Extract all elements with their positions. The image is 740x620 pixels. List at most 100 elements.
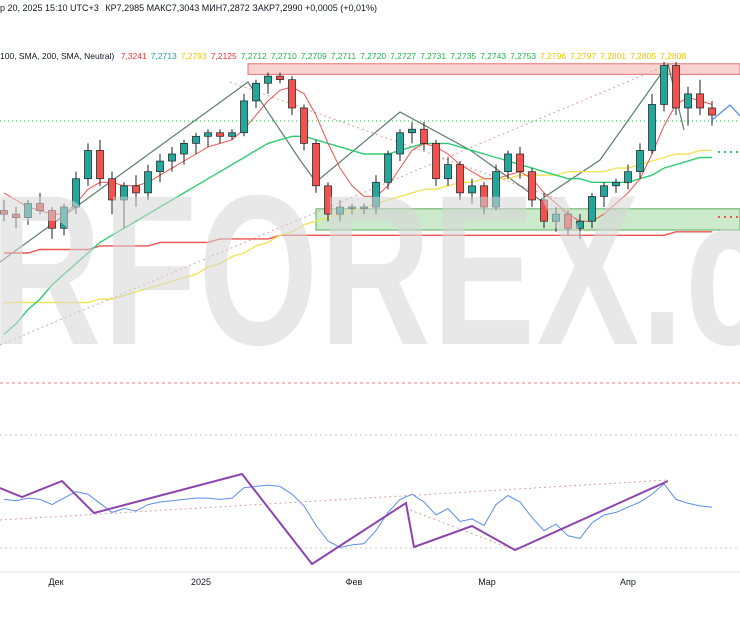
candle-body (324, 185, 332, 215)
time-axis-label: Мар (478, 577, 496, 587)
candle-body (504, 153, 512, 173)
candle (372, 175, 380, 215)
time-axis-label: Дек (48, 577, 63, 587)
candle (120, 182, 128, 229)
candle (132, 175, 140, 208)
candle-body (336, 206, 344, 215)
candle-body (36, 203, 44, 211)
ma-value: 7,2713 (150, 51, 177, 61)
ma-value: 7,2710 (270, 51, 297, 61)
candle (336, 199, 344, 222)
candle (696, 79, 704, 116)
ma-fast-line (3, 86, 713, 222)
indicator-dotted-trend (0, 479, 669, 521)
candle (420, 122, 428, 151)
candle (612, 178, 620, 193)
candle (456, 161, 464, 200)
dotted-trend-line (0, 63, 671, 346)
candle (72, 171, 80, 215)
ma-value: 7,2801 (600, 51, 627, 61)
indicator-line (3, 483, 713, 549)
candle-body (96, 150, 104, 180)
candle (24, 199, 32, 225)
candle-body (456, 164, 464, 194)
ma-value: 7,2808 (660, 51, 687, 61)
ma-value: 7,2793 (180, 51, 207, 61)
candle (0, 199, 8, 222)
candle-body (132, 185, 140, 194)
ohlc-values: КР7,2985 МАКС7,3043 МИН7,2872 ЗАКР7,2990… (105, 3, 378, 13)
candle-body (228, 132, 236, 137)
ohlc-header: р 20, 2025 15:10 UTC+3 КР7,2985 МАКС7,30… (0, 3, 377, 13)
candle-body (624, 171, 632, 183)
ma-value: 7,2796 (540, 51, 567, 61)
candle (216, 129, 224, 144)
ma-value: 7,2727 (390, 51, 417, 61)
ma-value: 7,2709 (300, 51, 327, 61)
candle (576, 214, 584, 239)
dotted-trend-line (229, 81, 561, 201)
candle-body (360, 206, 368, 209)
candle (360, 203, 368, 215)
candle (192, 132, 200, 154)
candle-body (588, 196, 596, 222)
ma-value: 7,2712 (240, 51, 267, 61)
candle (492, 164, 500, 211)
candle-body (60, 206, 68, 229)
candle-body (12, 213, 20, 219)
candle-body (396, 132, 404, 155)
candle-body (24, 203, 32, 218)
time-axis-label: 2025 (191, 577, 211, 587)
candle (600, 182, 608, 208)
candle (384, 150, 392, 190)
support-zone (315, 208, 740, 231)
candle (156, 153, 164, 183)
ma-value: 7,2797 (570, 51, 597, 61)
candle (60, 203, 68, 236)
candle-body (168, 153, 176, 162)
candle (708, 100, 716, 126)
candle (348, 203, 356, 215)
candle-body (156, 160, 164, 173)
candle (684, 86, 692, 126)
candle-body (432, 143, 440, 180)
candle-body (144, 171, 152, 194)
candle-body (120, 185, 128, 201)
ma-value: 7,2711 (330, 51, 357, 61)
candle (504, 150, 512, 179)
candle-body (564, 213, 572, 229)
candle (300, 104, 308, 151)
ma-value: 7,2720 (360, 51, 387, 61)
resistance-zone (247, 63, 740, 75)
ohlc-date: р 20, 2025 15:10 UTC+3 (0, 3, 99, 13)
candle (264, 72, 272, 94)
candle (444, 157, 452, 186)
candle-body (408, 128, 416, 134)
candle (48, 207, 56, 239)
candle-body (84, 150, 92, 180)
candle-body (552, 213, 560, 222)
candle (288, 76, 296, 116)
ma-legend: 100, SMA, 200, SMA, Neutral) 7,3241 7,271… (0, 51, 690, 61)
candle-body (192, 135, 200, 144)
candle-body (444, 164, 452, 180)
ma-value: 7,2731 (420, 51, 447, 61)
candle-body (276, 75, 284, 81)
candle-body (372, 181, 380, 208)
candle (180, 139, 188, 165)
candle (168, 146, 176, 172)
ma-value: 7,2735 (450, 51, 477, 61)
candle-body (252, 82, 260, 102)
candle (252, 79, 260, 108)
candle-body (708, 107, 716, 116)
ma-legend-label: 100, SMA, 200, SMA, Neutral) (0, 51, 115, 61)
candle-body (384, 153, 392, 183)
candle-body (636, 150, 644, 173)
candle-body (696, 93, 704, 109)
candle-body (480, 185, 488, 208)
candle-body (48, 210, 56, 229)
candle-body (528, 171, 536, 201)
candle (84, 143, 92, 186)
time-axis-label: Фев (346, 577, 363, 587)
